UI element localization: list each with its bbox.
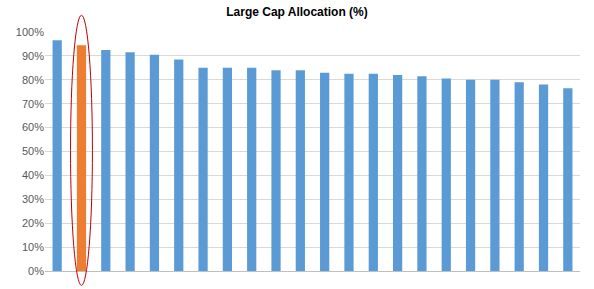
svg-text:80%: 80%	[22, 74, 44, 86]
svg-text:Large Cap Allocation (%): Large Cap Allocation (%)	[226, 5, 368, 19]
svg-text:50%: 50%	[22, 145, 44, 157]
svg-text:60%: 60%	[22, 121, 44, 133]
svg-text:90%: 90%	[22, 50, 44, 62]
svg-text:10%: 10%	[22, 241, 44, 253]
svg-text:40%: 40%	[22, 169, 44, 181]
svg-text:100%: 100%	[16, 26, 44, 38]
svg-text:20%: 20%	[22, 217, 44, 229]
svg-text:30%: 30%	[22, 193, 44, 205]
svg-text:70%: 70%	[22, 98, 44, 110]
svg-text:0%: 0%	[28, 265, 44, 277]
